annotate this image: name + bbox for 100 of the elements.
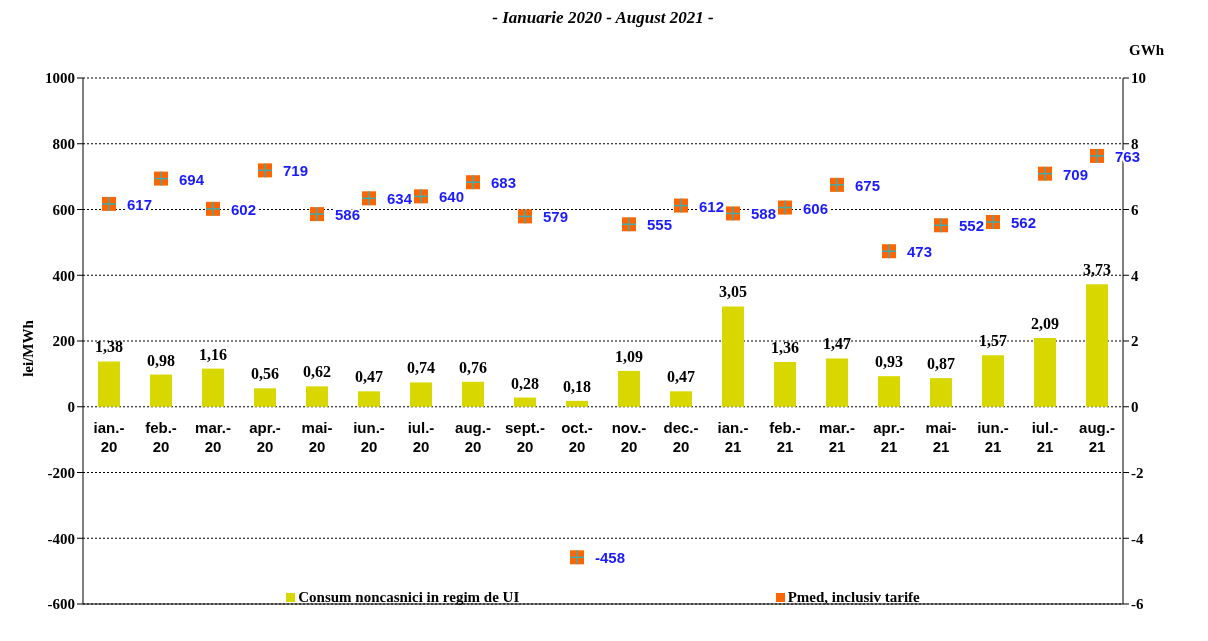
data-label: 612: [699, 197, 725, 215]
data-label: 634: [387, 190, 413, 208]
y2-axis-title: GWh: [1128, 42, 1164, 59]
data-label: 0,76: [459, 358, 487, 376]
data-label: 1,09: [615, 347, 643, 365]
x-tick-label: feb.-20: [145, 419, 177, 456]
x-tick-label: sept.-20: [504, 419, 546, 456]
x-tick-label: apr.-20: [249, 419, 281, 456]
data-label: 473: [907, 243, 933, 261]
x-tick-label: mar.-20: [195, 419, 231, 456]
data-label: 3,73: [1083, 261, 1111, 279]
bar: [566, 400, 588, 407]
x-tick-label: iun.-20: [353, 419, 385, 456]
data-label: 719: [283, 162, 309, 180]
data-label: 602: [231, 200, 257, 218]
bar: [774, 362, 796, 407]
y2-tick-label: 6: [1131, 201, 1139, 218]
x-tick-label: mai-20: [301, 419, 333, 456]
x-tick-label: mar.-21: [819, 419, 855, 456]
y-tick-label: 1000: [45, 70, 75, 87]
y-axis-title: lei/MWh: [19, 319, 37, 377]
data-label: 1,38: [95, 338, 123, 356]
y-tick-label: -600: [47, 596, 75, 613]
x-tick-label: iul.-21: [1031, 419, 1059, 456]
x-tick-label: aug.-20: [455, 419, 491, 456]
data-label: -458: [595, 549, 626, 567]
y2-tick-label: 4: [1131, 267, 1139, 284]
x-tick-label: ian.-21: [717, 419, 749, 456]
y2-tick-label: -2: [1131, 464, 1144, 481]
data-label: 0,28: [511, 374, 539, 392]
bar: [1034, 338, 1056, 407]
data-label: 675: [855, 176, 881, 194]
bar: [1086, 284, 1108, 407]
data-label: 617: [127, 195, 153, 213]
x-tick-label: feb.-21: [769, 419, 801, 456]
y-tick-label: 400: [52, 267, 75, 284]
y2-tick-label: 10: [1131, 70, 1146, 87]
legend-label: Consum noncasnici in regim de UI: [297, 589, 520, 606]
data-label: 0,47: [667, 368, 695, 386]
bar: [722, 306, 744, 407]
x-tick-label: iul.-20: [407, 419, 435, 456]
data-label: 2,09: [1031, 315, 1059, 333]
data-label: 0,74: [407, 359, 435, 377]
data-label: 1,47: [823, 335, 851, 353]
data-label: 694: [179, 170, 205, 188]
data-label: 1,57: [979, 332, 1007, 350]
x-tick-label: oct.-20: [561, 419, 593, 456]
data-label: 0,98: [147, 351, 175, 369]
data-label: 0,93: [875, 353, 903, 371]
data-label: 640: [439, 188, 465, 206]
x-tick-label: mai-21: [925, 419, 957, 456]
data-label: 0,62: [303, 363, 331, 381]
data-label: 0,47: [355, 368, 383, 386]
data-label: 606: [803, 199, 829, 217]
bar: [618, 370, 640, 407]
y-tick-label: 0: [67, 399, 75, 416]
x-tick-label: dec.-20: [663, 419, 699, 456]
bar: [410, 382, 432, 407]
y2-tick-label: 8: [1131, 136, 1139, 153]
x-tick-label: ian.-20: [93, 419, 125, 456]
data-label: 0,87: [927, 355, 955, 373]
data-label: 3,05: [719, 283, 747, 301]
legend-label: Pmed, inclusiv tarife: [786, 589, 920, 606]
y2-tick-label: 2: [1131, 333, 1139, 350]
x-tick-label: iun.-21: [977, 419, 1009, 456]
data-label: 586: [335, 206, 361, 224]
bar: [514, 397, 536, 407]
x-tick-label: apr.-21: [873, 419, 905, 456]
y-tick-label: 800: [52, 136, 75, 153]
bar: [826, 358, 848, 407]
bar: [358, 391, 380, 407]
data-label: 0,18: [563, 377, 591, 395]
data-label: 579: [543, 208, 569, 226]
bar: [254, 388, 276, 407]
bar: [306, 386, 328, 407]
bar: [202, 368, 224, 407]
bar: [670, 391, 692, 407]
bar: [878, 376, 900, 407]
y-tick-label: 600: [52, 201, 75, 218]
data-label: 552: [959, 217, 985, 235]
x-tick-label: aug.-21: [1079, 419, 1115, 456]
y2-tick-label: 0: [1131, 399, 1139, 416]
bar: [98, 361, 120, 407]
data-label: 555: [647, 216, 673, 234]
y-tick-label: -200: [47, 464, 75, 481]
data-label: 562: [1011, 213, 1037, 231]
data-label: 683: [491, 174, 517, 192]
y2-tick-label: -6: [1131, 596, 1144, 613]
y-tick-label: 200: [52, 333, 75, 350]
y2-tick-label: -4: [1131, 530, 1144, 547]
chart-title: - Ianuarie 2020 - August 2021 -: [491, 8, 715, 28]
data-label: 709: [1063, 165, 1089, 183]
data-label: 1,16: [199, 345, 227, 363]
data-label: 1,36: [771, 339, 799, 357]
bar: [462, 381, 484, 407]
y-tick-label: -400: [47, 530, 75, 547]
x-tick-label: nov.-20: [611, 419, 647, 456]
bar: [150, 374, 172, 407]
bar: [982, 355, 1004, 407]
data-label: 588: [751, 205, 777, 223]
